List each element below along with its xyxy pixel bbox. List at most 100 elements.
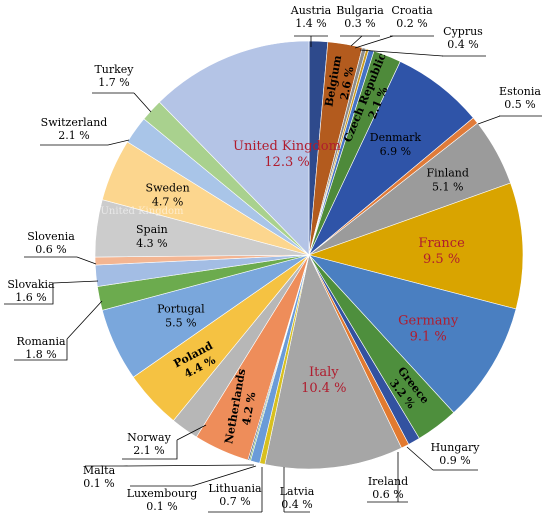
leader-line-cyprus [359, 49, 444, 57]
leader-line-malta [122, 464, 255, 467]
slice-value-text: 0.1 % [83, 477, 114, 490]
leader-lines [4, 35, 542, 513]
pie-slice-germany [308, 254, 517, 414]
slice-name-text: Romania [16, 335, 65, 348]
slice-name-text: Hungary [431, 441, 481, 454]
slice-value-text: 0.5 % [504, 98, 535, 111]
slice-value-text: 2.1 % [58, 129, 89, 142]
slice-name-text: Italy [309, 365, 339, 380]
slice-name-text: Norway [127, 431, 171, 444]
leader-line-slovakia [52, 280, 99, 284]
slice-name-text: Bulgaria [336, 4, 384, 17]
slice-value-text: 4.7 % [152, 196, 183, 209]
slice-name-text: Denmark [370, 131, 422, 144]
slice-name-text: Sweden [146, 182, 190, 195]
slice-value-text: 0.4 % [281, 498, 312, 511]
slice-value-text: 1.8 % [25, 348, 56, 361]
slice-value-text: 2.1 % [133, 444, 164, 457]
slice-value-text: 0.6 % [35, 243, 66, 256]
pie-slice-france [307, 182, 524, 310]
leader-line-turkey [133, 92, 152, 113]
slice-name-text: Estonia [499, 85, 541, 98]
slice-value-text: 9.5 % [423, 252, 460, 267]
slice-name-text: Spain [136, 223, 168, 236]
slice-value-text: 10.4 % [301, 381, 346, 396]
slice-name-text: Austria [290, 4, 332, 17]
slice-name-text: Switzerland [41, 116, 108, 129]
slice-name-text: Croatia [391, 4, 433, 17]
slice-value-text: 2.6 % [338, 65, 357, 101]
slice-name-text: Slovakia [7, 278, 55, 291]
slice-name-text: United Kingdom [233, 139, 341, 154]
leader-line-estonia [477, 115, 501, 125]
slice-name-text: Lithuania [208, 482, 262, 495]
slice-name-text: Germany [398, 314, 459, 329]
slice-value-text: 5.1 % [432, 181, 463, 194]
slice-name-text: Ireland [368, 475, 408, 488]
pie-slice-italy [264, 254, 402, 470]
leader-line-romania [66, 300, 103, 340]
slice-value-text: 1.6 % [15, 291, 46, 304]
slice-value-text: 1.4 % [295, 17, 326, 30]
slice-value-text: 6.9 % [380, 145, 411, 158]
label-underline-romania [14, 339, 68, 361]
slice-name-text: Slovenia [27, 230, 75, 243]
slice-value-text: 0.2 % [396, 17, 427, 30]
watermark-text: United Kingdom [101, 206, 185, 217]
slice-value-text: 12.3 % [264, 155, 309, 170]
slice-value-text: 4.2 % [240, 391, 259, 427]
slice-value-text: 9.1 % [410, 330, 447, 345]
leader-line-bulgaria [350, 35, 363, 47]
leader-line-croatia [354, 35, 394, 49]
leader-line-norway [176, 424, 207, 441]
leader-line-slovenia [76, 256, 97, 265]
slice-value-text: 1.7 % [98, 76, 129, 89]
slice-value-text: 0.6 % [372, 488, 403, 501]
slice-name-text: Luxembourg [127, 487, 198, 500]
leader-line-hungary [406, 446, 434, 471]
slice-name-text: Portugal [157, 302, 205, 315]
slice-value-text: 0.7 % [219, 495, 250, 508]
leader-line-luxembourg [191, 465, 257, 487]
slice-value-text: 0.3 % [344, 17, 375, 30]
slice-name-text: Finland [426, 167, 468, 180]
slice-name-text: Malta [83, 464, 116, 477]
slice-name-text: Turkey [94, 63, 134, 76]
slice-value-text: 5.5 % [165, 316, 196, 329]
slice-name-text: Cyprus [443, 25, 483, 38]
label-underline-norway [122, 440, 178, 460]
slice-value-text: 0.9 % [439, 454, 470, 467]
label-underline-slovakia [4, 283, 54, 305]
slice-name-text: France [418, 236, 465, 251]
pie-slice-united-kingdom [158, 40, 310, 256]
leader-line-switzerland [107, 139, 130, 146]
